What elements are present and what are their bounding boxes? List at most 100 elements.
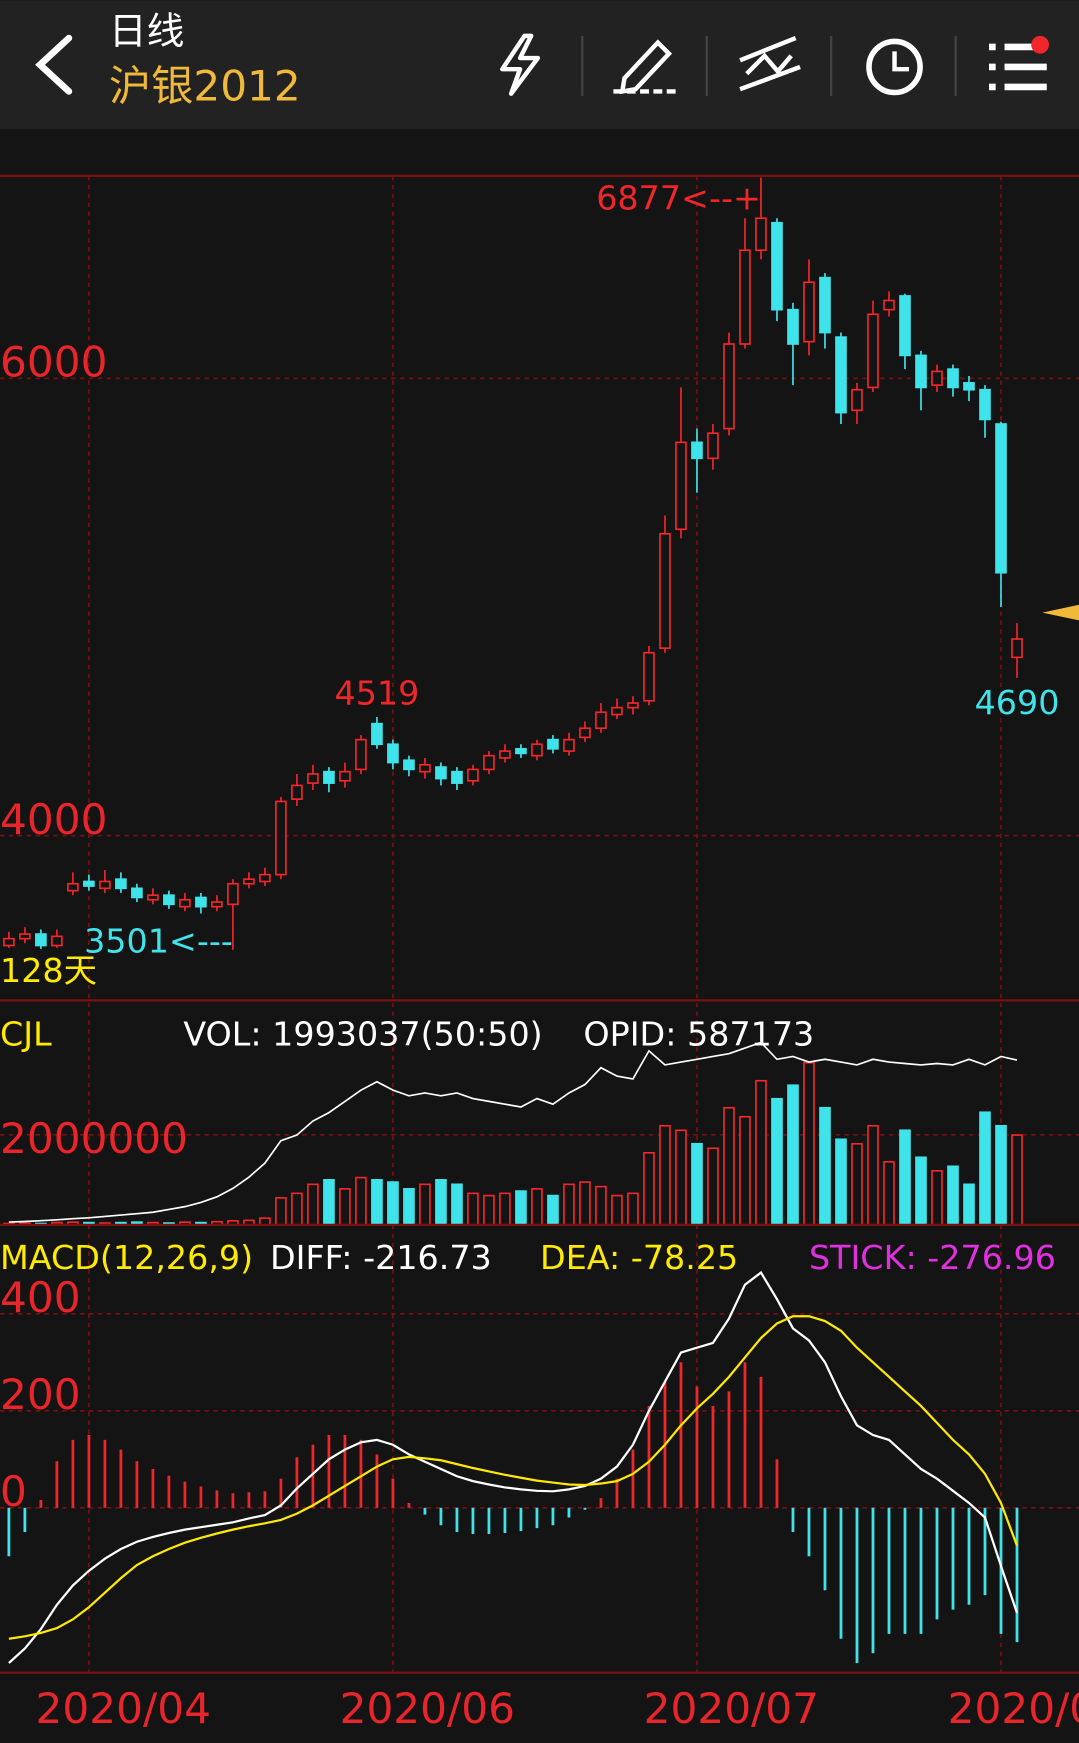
legend-entry: OPID: 587173 xyxy=(583,1014,814,1053)
candle-body xyxy=(291,784,303,800)
day-span: 128天 xyxy=(0,951,97,990)
volume-bar xyxy=(931,1169,943,1226)
candle-body xyxy=(131,887,143,899)
volume-bar xyxy=(851,1142,863,1226)
candle-body xyxy=(339,770,351,782)
candle-body xyxy=(707,432,719,460)
volume-bar xyxy=(771,1097,783,1226)
candle-body xyxy=(579,727,591,739)
candle-body xyxy=(3,937,15,947)
top-bar xyxy=(0,0,1079,130)
candle-body xyxy=(739,249,751,345)
candle-body xyxy=(547,738,559,750)
symbol-label: 沪银2012 xyxy=(109,62,301,111)
volume-bar xyxy=(963,1183,975,1226)
volume-bar xyxy=(515,1190,527,1226)
candle-body xyxy=(755,217,767,252)
candle-body xyxy=(835,336,847,414)
volume-bar xyxy=(435,1178,447,1226)
menu-icon[interactable] xyxy=(988,35,1049,91)
draw-icon[interactable] xyxy=(613,39,676,95)
candle-body xyxy=(451,770,463,784)
volume-bar xyxy=(307,1183,319,1226)
volume-bar xyxy=(643,1151,655,1226)
period-label: 日线 xyxy=(109,9,185,53)
volume-bar xyxy=(323,1178,335,1226)
candle-body xyxy=(387,743,399,764)
open-interest-line xyxy=(8,1041,1018,1223)
volume-bar xyxy=(835,1138,847,1226)
candle-body xyxy=(403,759,415,771)
x-tick-label: 2020/08 xyxy=(948,1684,1079,1733)
candle-body xyxy=(147,894,159,901)
macd-title: MACD(12,26,9) xyxy=(0,1238,253,1277)
volume-bar xyxy=(723,1106,735,1226)
candle-body xyxy=(483,754,495,771)
high-annotation: 4519 xyxy=(335,673,420,712)
candle-body xyxy=(915,354,927,389)
candle-body xyxy=(867,313,879,389)
time-icon[interactable] xyxy=(866,38,923,96)
candle-body xyxy=(435,766,447,780)
legend-entry: VOL: 1993037(50:50) xyxy=(183,1014,542,1053)
volume-bar xyxy=(787,1084,799,1226)
y-tick-label: 0 xyxy=(0,1467,27,1516)
volume-bar xyxy=(595,1185,607,1226)
flash-icon[interactable] xyxy=(500,33,541,96)
candle-body xyxy=(691,441,703,460)
candle-body xyxy=(611,706,623,716)
volume-bar xyxy=(387,1181,399,1226)
candle-body xyxy=(563,738,575,752)
indicator-icon[interactable] xyxy=(739,36,801,92)
macd-line xyxy=(8,1315,1019,1640)
volume-bar xyxy=(579,1181,591,1226)
candle-body xyxy=(627,702,639,709)
candle-body xyxy=(83,880,95,887)
candle-body xyxy=(947,368,959,389)
volume-bar xyxy=(979,1111,991,1226)
legend-entry: STICK: -276.96 xyxy=(809,1238,1056,1277)
volume-bar xyxy=(627,1192,639,1226)
candle-body xyxy=(515,747,527,755)
candle-body xyxy=(595,711,607,730)
y-tick-label: 4000 xyxy=(0,795,107,844)
volume-bar xyxy=(1011,1134,1023,1226)
plots: 2020/042020/062020/072020/08400060003501… xyxy=(0,175,1079,1733)
macd-line xyxy=(8,1270,1019,1664)
volume-bar xyxy=(531,1188,543,1226)
candle-body xyxy=(643,651,655,702)
volume-bar xyxy=(355,1176,367,1226)
candle-body xyxy=(819,276,831,334)
volume-bar xyxy=(451,1183,463,1226)
volume-bar xyxy=(483,1194,495,1226)
volume-bar xyxy=(499,1192,511,1226)
candle-body xyxy=(243,878,255,885)
volume-bar xyxy=(819,1106,831,1226)
volume-bar xyxy=(755,1079,767,1226)
candle-body xyxy=(675,441,687,531)
high-annotation: 6877<--+ xyxy=(596,178,761,217)
candle-body xyxy=(51,935,63,947)
volume-bar xyxy=(339,1188,351,1226)
volume-title: CJL xyxy=(0,1014,52,1053)
volume-bar xyxy=(707,1147,719,1226)
volume-bar xyxy=(403,1188,415,1226)
current-price-pointer xyxy=(1042,604,1079,621)
candle-body xyxy=(931,370,943,386)
candle-body xyxy=(99,880,111,890)
candle-body xyxy=(35,933,47,947)
candle-body xyxy=(19,933,31,940)
candle-body xyxy=(979,388,991,421)
candle-body xyxy=(419,763,431,773)
candle-body xyxy=(1011,638,1023,659)
volume-bar xyxy=(675,1129,687,1226)
candle-body xyxy=(355,738,367,771)
legend-entry: DIFF: -216.73 xyxy=(270,1238,492,1277)
candle-body xyxy=(195,896,207,908)
x-tick-label: 2020/06 xyxy=(340,1684,515,1733)
volume-bar xyxy=(915,1156,927,1226)
back-button[interactable] xyxy=(35,34,73,95)
candle-body xyxy=(467,768,479,782)
volume-bar xyxy=(947,1165,959,1226)
